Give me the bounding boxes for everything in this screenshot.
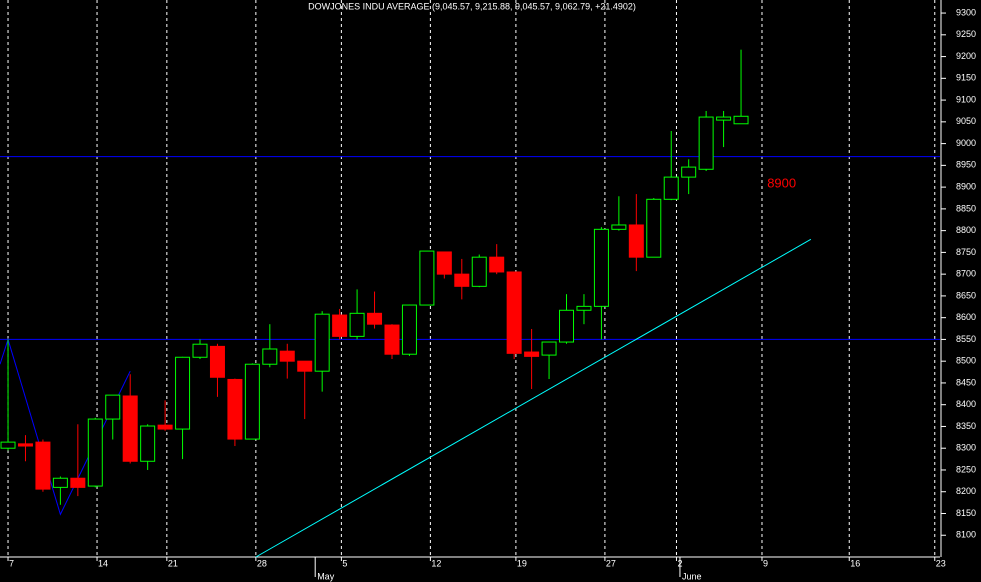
y-tick-label: 8100 xyxy=(956,530,976,540)
x-tick-label: 7 xyxy=(9,558,14,568)
x-tick-label: 27 xyxy=(606,558,616,568)
y-tick-label: 8450 xyxy=(956,377,976,387)
y-tick-label: 9100 xyxy=(956,94,976,104)
x-tick-label: 14 xyxy=(98,558,108,568)
y-tick-label: 8300 xyxy=(956,443,976,453)
y-tick-label: 9200 xyxy=(956,51,976,61)
x-tick-label: 23 xyxy=(936,558,946,568)
candle-body xyxy=(646,198,662,258)
y-tick-label: 9050 xyxy=(956,116,976,126)
candle-body xyxy=(87,418,103,487)
candle-body xyxy=(681,166,697,178)
month-label: June xyxy=(682,571,702,581)
candle-body xyxy=(471,256,487,287)
y-tick-label: 9250 xyxy=(956,29,976,39)
x-tick-label: 21 xyxy=(168,558,178,568)
candle-body xyxy=(35,441,51,490)
candle-body xyxy=(506,271,522,354)
candle-body xyxy=(227,378,243,440)
y-tick-label: 8900 xyxy=(956,181,976,191)
y-tick-label: 9300 xyxy=(956,7,976,17)
y-tick-label: 8500 xyxy=(956,356,976,366)
candle-body xyxy=(454,273,470,287)
y-tick-label: 9000 xyxy=(956,138,976,148)
x-tick-label: 16 xyxy=(850,558,860,568)
candle-body xyxy=(349,312,365,337)
candle-body xyxy=(716,116,732,121)
candle-body xyxy=(70,477,86,488)
y-tick-label: 8950 xyxy=(956,160,976,170)
zigzag-line xyxy=(0,337,131,516)
y-tick-label: 8150 xyxy=(956,508,976,518)
candle-body xyxy=(262,348,278,365)
y-tick-label: 8850 xyxy=(956,203,976,213)
candle-body xyxy=(140,425,156,462)
y-tick-label: 8650 xyxy=(956,290,976,300)
y-tick-label: 8550 xyxy=(956,334,976,344)
candle-body xyxy=(401,304,417,355)
y-tick-label: 8350 xyxy=(956,421,976,431)
candle-body xyxy=(384,324,400,355)
candle-body xyxy=(733,115,749,125)
candle-body xyxy=(297,360,313,372)
trend-line xyxy=(255,238,812,558)
y-tick-label: 8600 xyxy=(956,312,976,322)
month-label: May xyxy=(317,571,335,581)
candle-body xyxy=(698,116,714,170)
candle-body xyxy=(52,477,68,488)
candle-body xyxy=(419,250,435,306)
annotation: 8900 xyxy=(767,176,796,191)
y-tick-label: 8400 xyxy=(956,399,976,409)
candle-body xyxy=(192,343,208,358)
candle-body xyxy=(0,441,16,449)
candle-body xyxy=(367,312,383,325)
x-tick-label: 9 xyxy=(763,558,768,568)
candle-body xyxy=(105,394,121,420)
candle-body xyxy=(436,251,452,275)
candle-body xyxy=(17,443,33,447)
candle-body xyxy=(209,345,225,378)
candle-body xyxy=(157,424,173,430)
x-tick-label: 28 xyxy=(257,558,267,568)
candle-body xyxy=(122,395,138,462)
candle-body xyxy=(611,224,627,230)
x-tick-label: 12 xyxy=(431,558,441,568)
y-tick-label: 9150 xyxy=(956,73,976,83)
candle-body xyxy=(244,363,260,440)
candle-body xyxy=(332,314,348,337)
y-tick-label: 8800 xyxy=(956,225,976,235)
candle-body xyxy=(628,224,644,258)
chart-title: DOWJONES INDU AVERAGE (9,045.57, 9,215.8… xyxy=(308,1,636,11)
y-tick-label: 8200 xyxy=(956,486,976,496)
x-tick-label: 5 xyxy=(342,558,347,568)
y-tick-label: 8250 xyxy=(956,464,976,474)
candle-body xyxy=(559,309,575,343)
candle-body xyxy=(663,176,679,200)
candle-body xyxy=(175,356,191,430)
y-tick-label: 8700 xyxy=(956,269,976,279)
candle-body xyxy=(524,351,540,357)
candle-body xyxy=(576,305,592,311)
candle-body xyxy=(541,341,557,356)
candle-body xyxy=(279,350,295,362)
candle-body xyxy=(489,256,505,273)
candle-body xyxy=(593,228,609,307)
y-tick-label: 8750 xyxy=(956,247,976,257)
x-tick-label: 19 xyxy=(517,558,527,568)
candle-body xyxy=(314,313,330,372)
